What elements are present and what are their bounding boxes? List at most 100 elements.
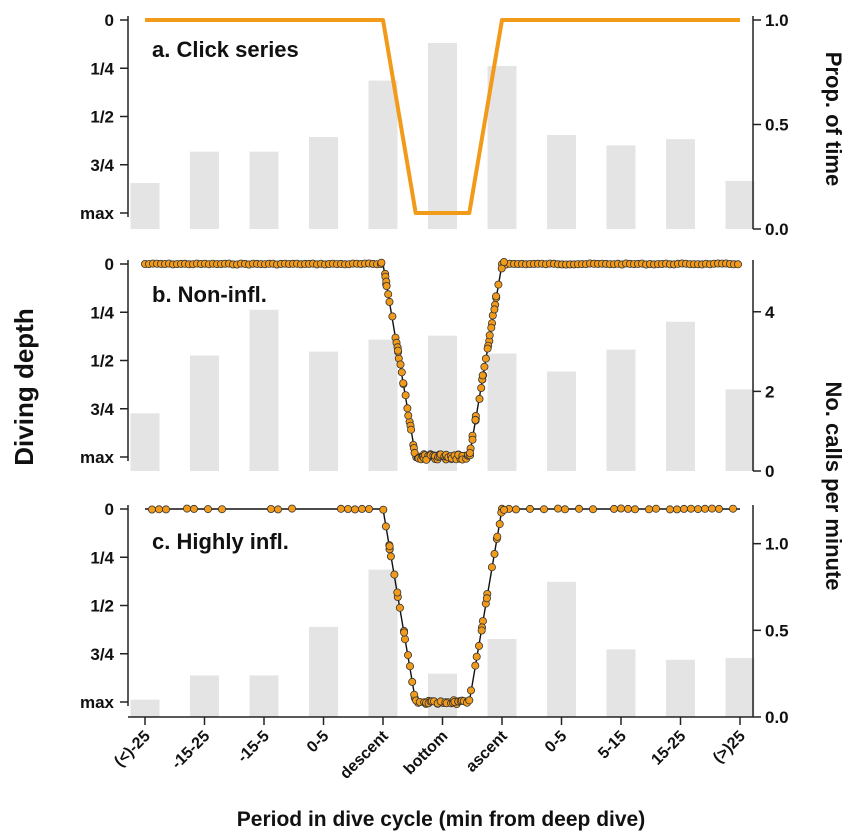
bar [368,80,398,229]
x-axis-label: Period in dive cycle (min from deep dive… [237,808,645,831]
depth-point [399,379,408,388]
depth-point [471,661,480,670]
x-tick-label: descent [337,727,392,782]
depth-point [499,505,508,514]
depth-point [357,504,366,513]
bar [666,321,695,471]
depth-point [350,505,359,514]
depth-point [393,346,402,355]
depth-point [468,435,477,444]
depth-point [687,504,696,513]
bar [309,351,338,471]
depth-point [377,258,386,267]
right-tick-label: 1.0 [765,11,789,30]
depth-point [154,505,163,514]
bar [487,65,517,229]
depth-point [472,652,481,661]
depth-point [554,504,563,513]
panel-3: 0 1/4 1/2 3/4 max 0.0 0.5 1.0 c. Highly infl. [80,500,789,727]
depth-point [471,415,480,424]
left-tick-label: 0 [105,11,114,30]
bar [725,389,755,471]
depth-point [343,504,352,513]
bar [606,649,636,717]
left-tick-label: max [80,693,115,712]
depth-point [493,532,502,541]
depth-point [273,505,282,514]
depth-point [405,662,414,671]
depth-point [466,686,475,695]
depth-point [388,312,397,321]
depth-point [182,504,191,513]
bar [249,309,279,471]
depth-point [526,504,535,513]
bar [249,675,279,717]
left-tick-label: 1/4 [90,59,114,78]
bar [249,151,279,229]
bar [130,413,160,471]
panel-title: b. Non-infl. [152,282,267,307]
depth-point [474,641,483,650]
depth-point [390,570,399,579]
depth-point [408,677,417,686]
left-tick-label: 1/2 [90,108,114,127]
bar [487,353,517,471]
left-tick-label: 0 [105,255,114,274]
depth-points [140,257,743,464]
depth-point [336,504,345,513]
right-tick-label: 0.0 [765,220,789,239]
panel-title: a. Click series [152,37,299,62]
x-tick-label: -15-25 [169,728,214,773]
right-tick-label: 1.0 [765,535,789,554]
y-axis-label-diving-depth: Diving depth [9,308,39,465]
bar [309,626,338,717]
depth-point [666,505,675,514]
left-tick-label: 3/4 [90,156,114,175]
depth-point [266,504,275,513]
bar [130,699,160,717]
depth-point [403,404,412,413]
x-tick-label: (<)-25 [111,728,154,771]
left-tick-label: 1/2 [90,597,114,616]
depth-point [490,549,499,558]
depth-point [477,383,486,392]
depth-point [680,504,689,513]
x-tick-label: 0-5 [542,728,570,756]
left-tick-label: 3/4 [90,645,114,664]
depth-point [381,522,390,531]
bar [725,658,755,717]
depth-point [617,504,626,513]
left-tick-label: 1/4 [90,548,114,567]
depth-point [478,371,487,380]
depth-point [147,505,156,514]
depth-point [393,588,402,597]
depth-point [701,504,710,513]
depth-point [512,505,521,514]
depth-point [404,411,413,420]
depth-point [384,290,393,299]
depth-point [610,504,619,513]
right-tick-label: 0.0 [765,708,789,727]
depth-point [485,331,494,340]
bar [190,355,219,471]
depth-point [487,563,496,572]
depth-point [499,257,508,266]
right-tick-label: 0.5 [765,621,789,640]
depth-point [397,368,406,377]
depth-point [203,505,212,514]
depth-point [729,504,738,513]
bar [368,339,398,471]
x-tick-label: bottom [401,728,451,778]
depth-point [403,651,412,660]
depth-point [487,323,496,332]
bar [368,569,398,717]
depth-point [475,394,484,403]
bar [666,139,695,229]
x-tick-label: -15-5 [234,728,273,767]
depth-point [589,505,598,514]
depth-point [715,504,724,513]
depth-point [490,305,499,314]
bar [547,581,576,717]
depth-point [494,280,503,289]
